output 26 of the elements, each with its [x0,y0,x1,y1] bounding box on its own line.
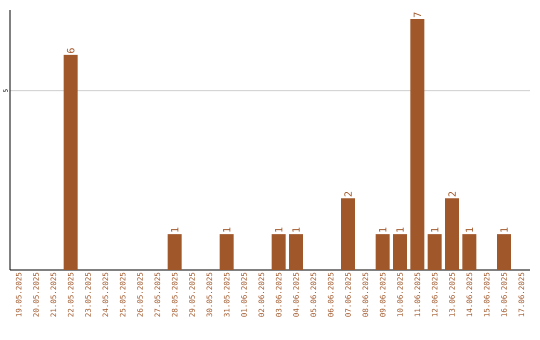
bar [410,18,424,270]
data-label: 1 [431,228,438,232]
data-label: 1 [379,228,386,232]
bar [445,198,460,270]
bar [289,234,304,270]
data-label: 2 [344,192,352,196]
data-label: 1 [292,228,300,232]
bar [428,234,442,270]
data-label: 1 [500,228,508,232]
data-label: 2 [448,192,456,196]
data-label: 1 [466,228,473,232]
data-label: 6 [66,48,74,53]
data-label: 1 [396,228,404,232]
bar [497,234,512,270]
bar [272,234,286,270]
data-label: 1 [223,228,230,232]
bar [341,198,356,270]
data-label: 7 [414,12,421,18]
bar [393,234,408,270]
data-label: 1 [171,228,178,232]
data-label: 1 [275,228,282,232]
bar [220,234,234,270]
bar [168,234,182,270]
bar [64,54,78,270]
bar [462,234,476,270]
bar [376,234,390,270]
